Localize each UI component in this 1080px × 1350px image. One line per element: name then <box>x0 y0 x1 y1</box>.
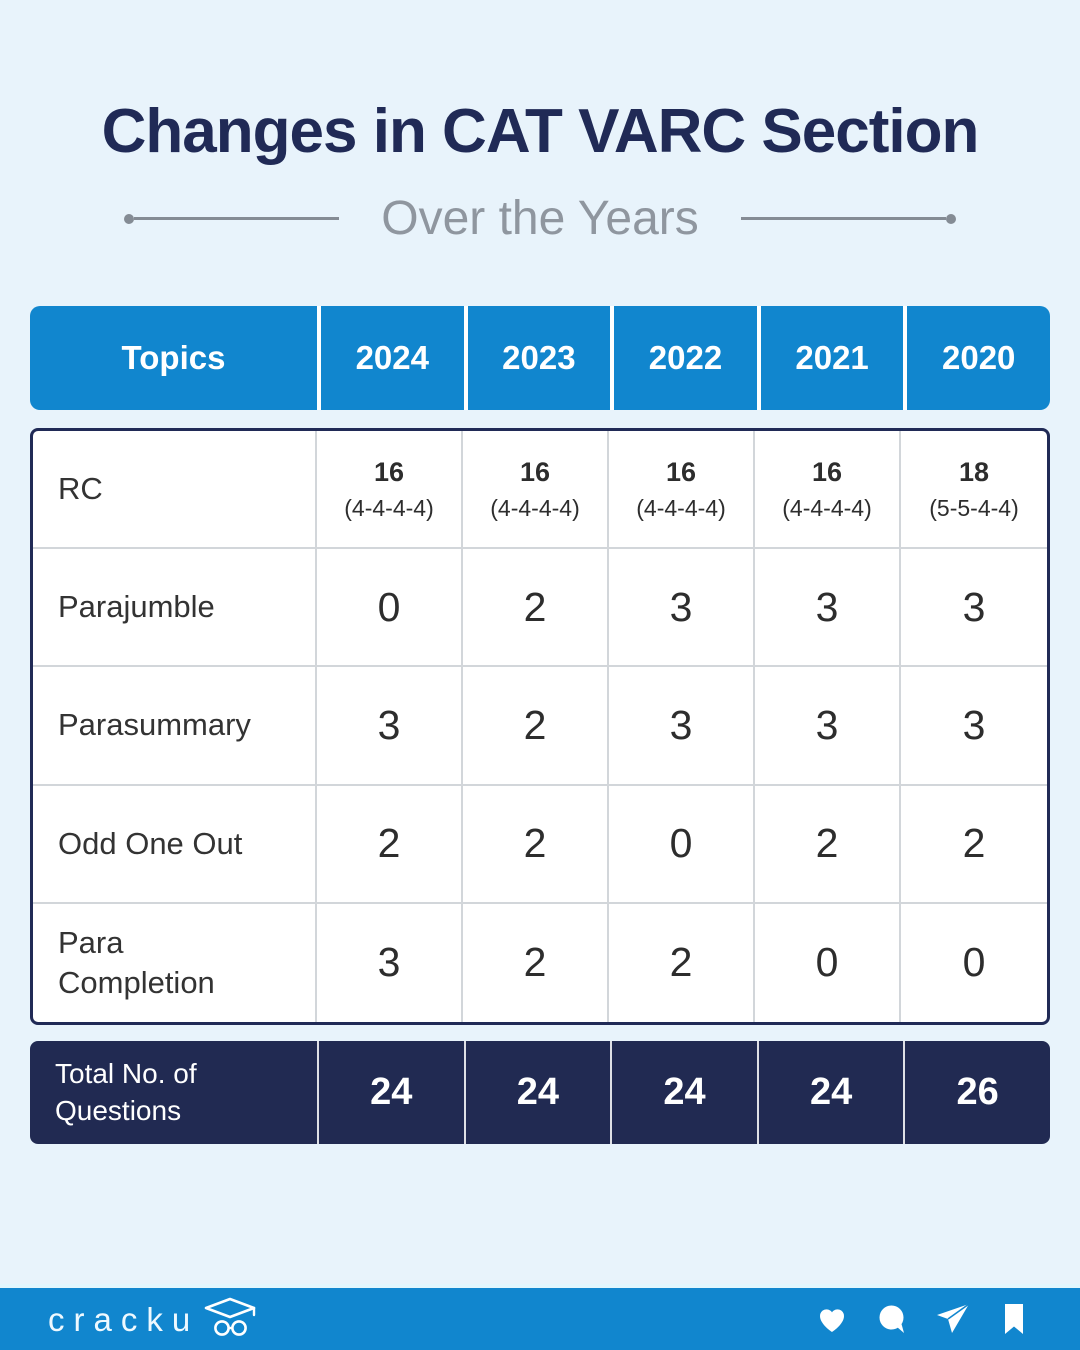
value-cell-parajumble-2022: 3 <box>609 549 755 668</box>
share-icon[interactable] <box>934 1301 972 1337</box>
row-label-para-completion: Para Completion <box>33 903 317 1022</box>
cracku-logo: cracku <box>48 1296 257 1343</box>
row-label-parajumble: Parajumble <box>33 549 317 668</box>
subtitle-row: Over the Years <box>0 191 1080 246</box>
dot-icon <box>124 213 135 224</box>
value-cell-para-completion-2021: 0 <box>755 903 901 1022</box>
value-cell-rc-2022: 16 (4-4-4-4) <box>609 431 755 550</box>
value-cell-odd-one-out-2022: 0 <box>609 785 755 904</box>
value-cell-rc-2023: 16 (4-4-4-4) <box>463 431 609 550</box>
divider-line-right <box>740 213 956 224</box>
table-header-row: Topics 2024 2023 2022 2021 2020 <box>30 306 1050 410</box>
total-value-2021: 24 <box>756 1041 904 1144</box>
bookmark-icon[interactable] <box>996 1301 1032 1337</box>
value-cell-parasummary-2020: 3 <box>901 667 1047 786</box>
dot-icon <box>945 213 956 224</box>
value-cell-odd-one-out-2021: 2 <box>755 785 901 904</box>
divider-line-left <box>124 213 340 224</box>
table-body: RC 16 (4-4-4-4) 16 (4-4-4-4) 16 (4-4-4-4… <box>30 428 1050 1025</box>
value-cell-para-completion-2020: 0 <box>962 939 986 986</box>
value-cell-parajumble-2024: 0 <box>317 549 463 668</box>
social-icons <box>814 1301 1032 1337</box>
total-row-label: Total No. of Questions <box>55 1058 197 1126</box>
value-cell-parasummary-2023: 2 <box>463 667 609 786</box>
column-header-topics: Topics <box>121 339 226 376</box>
total-row: Total No. of Questions 24 24 24 24 26 <box>30 1041 1050 1144</box>
row-label-parasummary: Parasummary <box>33 667 317 786</box>
value-cell-parajumble-2023: 2 <box>463 549 609 668</box>
column-header-2022: 2022 <box>610 306 757 410</box>
value-cell-parasummary-2021: 3 <box>755 667 901 786</box>
total-value-2022: 24 <box>610 1041 757 1144</box>
graduation-cap-icon <box>203 1296 257 1343</box>
column-header-2021: 2021 <box>756 306 904 410</box>
page-title: Changes in CAT VARC Section <box>101 97 980 166</box>
value-cell-rc-2020: 18 (5-5-4-4) <box>901 431 1047 550</box>
page-subtitle: Over the Years <box>381 192 699 245</box>
row-label-rc: RC <box>33 431 317 550</box>
total-value-2023: 24 <box>463 1041 611 1144</box>
value-cell-parasummary-2022: 3 <box>609 667 755 786</box>
footer-bar: cracku <box>0 1284 1080 1350</box>
row-label-odd-one-out: Odd One Out <box>33 785 317 904</box>
line-decoration <box>134 217 340 220</box>
value-cell-parajumble-2021: 3 <box>755 549 901 668</box>
column-header-2020: 2020 <box>903 306 1050 410</box>
heart-icon[interactable] <box>814 1301 850 1337</box>
line-decoration <box>740 217 946 220</box>
value-cell-para-completion-2024: 3 <box>317 903 463 1022</box>
total-value-2020: 26 <box>903 1041 1050 1144</box>
total-value-2024: 24 <box>317 1041 464 1144</box>
value-cell-rc-2024: 16 (4-4-4-4) <box>317 431 463 550</box>
value-cell-parasummary-2024: 3 <box>317 667 463 786</box>
value-cell-para-completion-2022: 2 <box>609 903 755 1022</box>
column-header-2024: 2024 <box>317 306 464 410</box>
value-cell-parajumble-2020: 3 <box>901 549 1047 668</box>
value-cell-odd-one-out-2023: 2 <box>463 785 609 904</box>
value-cell-odd-one-out-2024: 2 <box>317 785 463 904</box>
cracku-logo-text: cracku <box>48 1300 200 1338</box>
value-cell-rc-2021: 16 (4-4-4-4) <box>755 431 901 550</box>
value-cell-para-completion-2023: 2 <box>463 903 609 1022</box>
value-cell-odd-one-out-2020: 2 <box>901 786 1047 904</box>
column-header-2023: 2023 <box>463 306 611 410</box>
comment-icon[interactable] <box>874 1301 910 1337</box>
